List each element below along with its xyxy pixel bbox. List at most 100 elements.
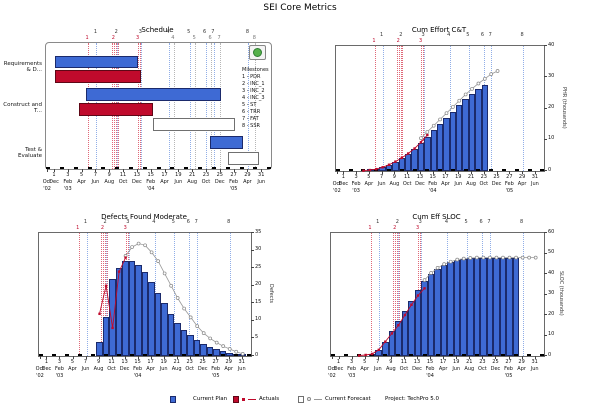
- axis-month: Jun: [81, 366, 90, 372]
- axis-tick: [419, 171, 421, 174]
- axis-tick: [443, 356, 445, 359]
- milestones-legend-item: 7 - FAT: [242, 116, 259, 122]
- milestones-button[interactable]: [249, 45, 266, 60]
- gantt-row-label: Test & Evaluate: [17, 146, 42, 159]
- axis-tick: [241, 356, 243, 359]
- axis-bold-tick: [182, 354, 187, 356]
- y-axis-label-defects: Defects: [268, 283, 274, 304]
- axis-month: Dec: [491, 181, 502, 187]
- plan-bar: [226, 352, 233, 356]
- actuals-line-icon: [248, 398, 256, 400]
- axis-month: Jun: [237, 366, 246, 372]
- axis-bold-tick: [399, 169, 404, 171]
- y-axis-number: 50: [548, 249, 555, 255]
- y-axis-tick: [544, 273, 547, 274]
- gantt-plan-bar: [210, 136, 243, 149]
- axis-tick: [416, 356, 418, 359]
- axis-month: Dec: [197, 366, 208, 372]
- legend-project: Project: TechPro 5.0: [385, 393, 439, 405]
- axis-bold-tick: [38, 354, 43, 356]
- axis-number: 3: [57, 359, 62, 365]
- y-axis-number: 10: [255, 316, 262, 323]
- axis-bold-tick: [78, 354, 83, 356]
- axis-number: 9: [392, 174, 396, 180]
- axis-number: 13: [133, 172, 141, 178]
- axis-number: 19: [160, 359, 167, 365]
- axis-bold-tick: [527, 354, 532, 356]
- axis-bold-tick: [73, 167, 78, 169]
- y-axis-tick: [251, 267, 254, 269]
- axis-bold-tick: [234, 354, 239, 356]
- axis-number: 3: [66, 172, 70, 178]
- y-axis-tick: [544, 138, 547, 140]
- axis-bold-tick: [247, 354, 252, 356]
- milestone-actual-line: [400, 46, 402, 171]
- y-axis-tick: [251, 284, 254, 286]
- axis-month: Aug: [385, 366, 396, 372]
- axis-month: Jun: [174, 179, 183, 185]
- axis-year: '03: [347, 373, 356, 379]
- axis-number: 3: [354, 174, 358, 180]
- y-axis-tick: [544, 76, 547, 78]
- axis-tick: [59, 356, 61, 359]
- current-plan-swatch-icon: [170, 395, 176, 403]
- axis-bold-tick: [211, 167, 216, 169]
- axis-number: 25: [493, 174, 500, 180]
- milestone-number-actual: 3: [418, 38, 423, 44]
- axis-number: 11: [403, 174, 411, 180]
- milestone-number-actual: 1: [372, 38, 376, 44]
- axis-tick: [72, 356, 74, 359]
- milestone-actual-line: [374, 46, 376, 171]
- milestone-plan-line: [86, 233, 88, 356]
- axis-year: '02: [43, 186, 51, 192]
- axis-month: Apr: [224, 366, 234, 372]
- milestone-forecast-line: [255, 43, 257, 169]
- milestone-actual-line: [104, 233, 106, 356]
- y-axis-tick: [251, 302, 254, 304]
- axis-month: Oct: [479, 181, 489, 187]
- axis-number: 31: [258, 172, 265, 178]
- axis-bold-tick: [412, 169, 417, 171]
- axis-number: 21: [467, 174, 475, 180]
- axis-number: 27: [230, 172, 237, 178]
- milestone-plan-line: [213, 43, 215, 169]
- axis-tick: [343, 171, 345, 174]
- axis-number: 23: [480, 174, 487, 180]
- milestone-number-plan: 8: [520, 32, 524, 38]
- plan-bar: [174, 322, 181, 356]
- axis-month: Dec: [119, 366, 130, 372]
- axis-number: 29: [518, 174, 526, 180]
- y-axis-number: 40: [548, 41, 555, 48]
- milestone-actual-line: [370, 233, 372, 356]
- milestone-number-plan: 4: [447, 32, 451, 38]
- axis-month: Jun: [452, 366, 461, 372]
- milestone-number-plan: 5: [464, 219, 468, 225]
- axis-number: 9: [107, 172, 111, 178]
- axis-tick: [261, 169, 263, 172]
- axis-bold-tick: [514, 169, 519, 171]
- axis-bold-tick: [463, 169, 468, 171]
- schedule-plot-area: Milestones 1 - PDR 2 - INC_1 3 - INC_2 4 - I…: [45, 42, 272, 170]
- milestone-actual-line: [420, 46, 422, 171]
- axis-month: Feb: [347, 366, 357, 372]
- milestone-actual-line: [422, 46, 424, 171]
- milestone-plan-line: [401, 46, 403, 171]
- gantt-row-label: Requirements & D...: [3, 61, 42, 74]
- axis-bold-tick: [198, 167, 203, 169]
- milestone-forecast-line: [195, 43, 197, 169]
- axis-bold-tick: [128, 167, 133, 169]
- y-axis-number: 30: [548, 290, 555, 296]
- chart-title-defects: Defects Found Moderate: [101, 213, 187, 221]
- axis-number: 15: [429, 174, 436, 180]
- axis-month: Feb: [425, 366, 435, 372]
- axis-tick: [95, 169, 97, 172]
- axis-tick: [81, 169, 83, 172]
- milestone-number-plan: 6: [480, 32, 485, 38]
- axis-tick: [445, 171, 447, 174]
- axis-number: 17: [147, 359, 154, 365]
- axis-bold-tick: [344, 354, 349, 356]
- axis-number: 31: [531, 174, 539, 180]
- axis-month: Apr: [517, 366, 526, 372]
- axis-tick: [407, 171, 409, 174]
- milestone-number-plan: 7: [194, 219, 198, 225]
